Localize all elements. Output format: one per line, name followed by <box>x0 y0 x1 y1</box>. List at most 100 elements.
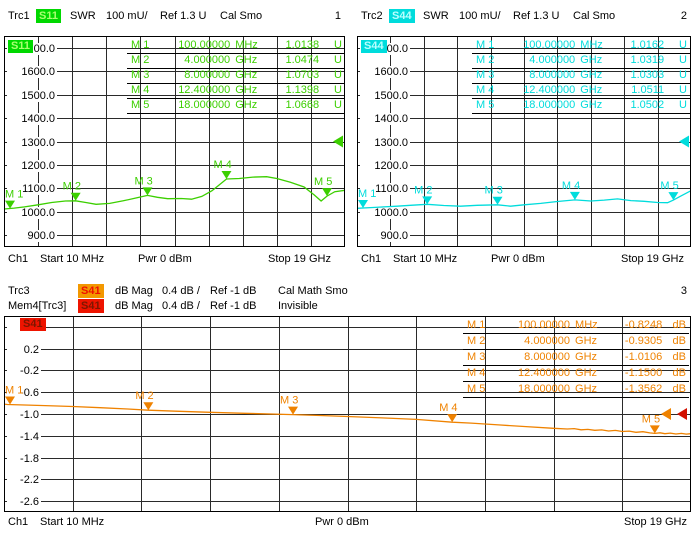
trace2-cal-label: Cal Smo <box>573 10 616 22</box>
marker-mn: M 3 <box>131 69 150 81</box>
y-axis-label: 1600.0 <box>360 65 410 78</box>
trace1-header: Trc1 S11 SWR 100 mU/ Ref 1.3 U Cal Smo 1 <box>0 9 347 23</box>
marker-mw: dB <box>672 319 686 331</box>
trace2-corner-tag[interactable]: S44 <box>361 40 387 53</box>
trace1-name[interactable]: Trc1 <box>8 10 30 22</box>
channel1-footer-left: Ch1 Start 10 MHz Pwr 0 dBm Stop 19 GHz <box>0 252 347 266</box>
marker-mf: 4.000000 <box>529 54 576 66</box>
y-axis-label: 1600.0 <box>7 65 57 78</box>
marker-mv: 1.0162 <box>630 39 665 51</box>
mem4-invisible-label: Invisible <box>278 300 318 312</box>
mem4-ref-label: Ref -1 dB <box>210 300 257 312</box>
power-label: Pwr 0 dBm <box>138 253 192 265</box>
marker-mw: U <box>334 69 342 81</box>
marker-mv: -0.9305 <box>624 335 663 347</box>
power-label: Pwr 0 dBm <box>491 253 545 265</box>
marker-mn: M 1 <box>131 39 150 51</box>
start-freq-label: Start 10 MHz <box>393 253 458 265</box>
marker-mv: 1.0511 <box>631 84 665 96</box>
marker-mw: dB <box>672 367 686 379</box>
marker-mn: M 5 <box>476 99 495 111</box>
trace1-scale-label: 100 mU/ <box>106 10 148 22</box>
marker-mn: M 2 <box>467 335 486 347</box>
marker-mf: 12.400000 <box>178 84 231 96</box>
diagram1-number: 1 <box>334 10 341 22</box>
marker-mf: 8.000000 <box>524 351 571 363</box>
trace2-meas-tag[interactable]: S44 <box>389 9 415 23</box>
start-freq-label: Start 10 MHz <box>40 253 105 265</box>
y-axis-label: 1200.0 <box>360 159 410 172</box>
marker-mu: GHz <box>580 69 603 81</box>
marker-mv: 1.0138 <box>285 39 320 51</box>
trace2-diagram[interactable]: S44 M 1 100.00000 MHz 1.0162 U M 2 4.000000 GHz… <box>357 36 691 247</box>
y-axis-label: 900.0 <box>360 229 410 242</box>
marker-mn: M 2 <box>476 54 495 66</box>
mem4-header: Mem4[Trc3] S41 dB Mag 0.4 dB / Ref -1 dB… <box>0 299 693 313</box>
marker-mn: M 3 <box>476 69 495 81</box>
channel-label: Ch1 <box>8 253 29 265</box>
mem4-format-label: dB Mag <box>115 300 153 312</box>
marker-mu: GHz <box>575 335 598 347</box>
trace3-meas-tag[interactable]: S41 <box>78 284 104 298</box>
y-axis-label: 1200.0 <box>7 159 57 172</box>
marker-mu: GHz <box>580 84 603 96</box>
trace1-meas-tag[interactable]: S11 <box>36 9 61 23</box>
marker-mf: 100.00000 <box>523 39 576 51</box>
trace3-cal-label: Cal Math Smo <box>278 285 348 297</box>
marker-row: M 5 18.000000 GHz -1.3562 dB <box>463 382 689 398</box>
marker-mu: GHz <box>575 383 598 395</box>
trace2-header: Trc2 S44 SWR 100 mU/ Ref 1.3 U Cal Smo 2 <box>353 9 693 23</box>
marker-mu: GHz <box>235 84 258 96</box>
trace3-name[interactable]: Trc3 <box>8 285 30 297</box>
trace1-ref-label: Ref 1.3 U <box>160 10 207 22</box>
marker-mf: 12.400000 <box>518 367 571 379</box>
marker-mn: M 2 <box>131 54 150 66</box>
marker-mn: M 4 <box>476 84 495 96</box>
y-axis-label: 1400.0 <box>360 112 410 125</box>
y-axis-label: -1.8 <box>7 452 41 465</box>
marker-row: M 4 12.400000 GHz 1.0511 U <box>472 84 690 99</box>
mem4-meas-tag[interactable]: S41 <box>78 299 104 313</box>
trace3-format-label: dB Mag <box>115 285 153 297</box>
marker-mv: 1.0474 <box>285 54 320 66</box>
mem4-name[interactable]: Mem4[Trc3] <box>8 300 67 312</box>
marker-row: M 2 4.000000 GHz -0.9305 dB <box>463 334 689 350</box>
trace3-ref-label: Ref -1 dB <box>210 285 257 297</box>
trace1-cal-label: Cal Smo <box>220 10 263 22</box>
marker-mw: U <box>679 84 687 96</box>
marker-mw: U <box>334 99 342 111</box>
marker-row: M 3 8.000000 GHz -1.0106 dB <box>463 350 689 366</box>
marker-mv: 1.0319 <box>630 54 665 66</box>
stop-freq-label: Stop 19 GHz <box>624 516 687 528</box>
trace2-name[interactable]: Trc2 <box>361 10 383 22</box>
marker-mv: 1.0502 <box>630 99 665 111</box>
trace3-scale-label: 0.4 dB / <box>162 285 200 297</box>
marker-mw: U <box>679 99 687 111</box>
trace3-diagram[interactable]: S41 M 1 100.00000 MHz -0.8248 dB M 2 4.000000 G… <box>4 316 691 512</box>
y-axis-label: 1000.0 <box>360 206 410 219</box>
y-axis-label: -0.6 <box>7 386 41 399</box>
marker-mf: 18.000000 <box>178 99 231 111</box>
y-axis-label: 1500.0 <box>360 89 410 102</box>
marker-row: M 2 4.000000 GHz 1.0474 U <box>127 54 345 69</box>
start-freq-label: Start 10 MHz <box>40 516 105 528</box>
marker-mv: 1.1398 <box>285 84 320 96</box>
y-axis-label: -2.6 <box>7 495 41 508</box>
marker-mw: U <box>334 39 342 51</box>
marker-mw: U <box>679 54 687 66</box>
trace3-corner-tag[interactable]: S41 <box>20 318 46 331</box>
y-axis-label: 1000.0 <box>7 206 57 219</box>
marker-mv: -1.0106 <box>624 351 663 363</box>
trace3-header: Trc3 S41 dB Mag 0.4 dB / Ref -1 dB Cal M… <box>0 284 693 298</box>
marker-mn: M 4 <box>467 367 486 379</box>
marker-row: M 2 4.000000 GHz 1.0319 U <box>472 54 690 69</box>
marker-mu: MHz <box>235 39 258 51</box>
trace2-ref-label: Ref 1.3 U <box>513 10 560 22</box>
trace1-corner-tag[interactable]: S11 <box>8 40 33 53</box>
marker-mv: 1.0303 <box>630 69 665 81</box>
trace1-diagram[interactable]: S11 M 1 100.00000 MHz 1.0138 U M 2 4.000000 GHz… <box>4 36 345 247</box>
y-axis-label: 1100.0 <box>360 182 410 195</box>
trace3-marker-table: M 1 100.00000 MHz -0.8248 dB M 2 4.000000 GHz -0… <box>463 318 689 398</box>
marker-mu: GHz <box>235 69 258 81</box>
y-axis-label: 1300.0 <box>7 136 57 149</box>
